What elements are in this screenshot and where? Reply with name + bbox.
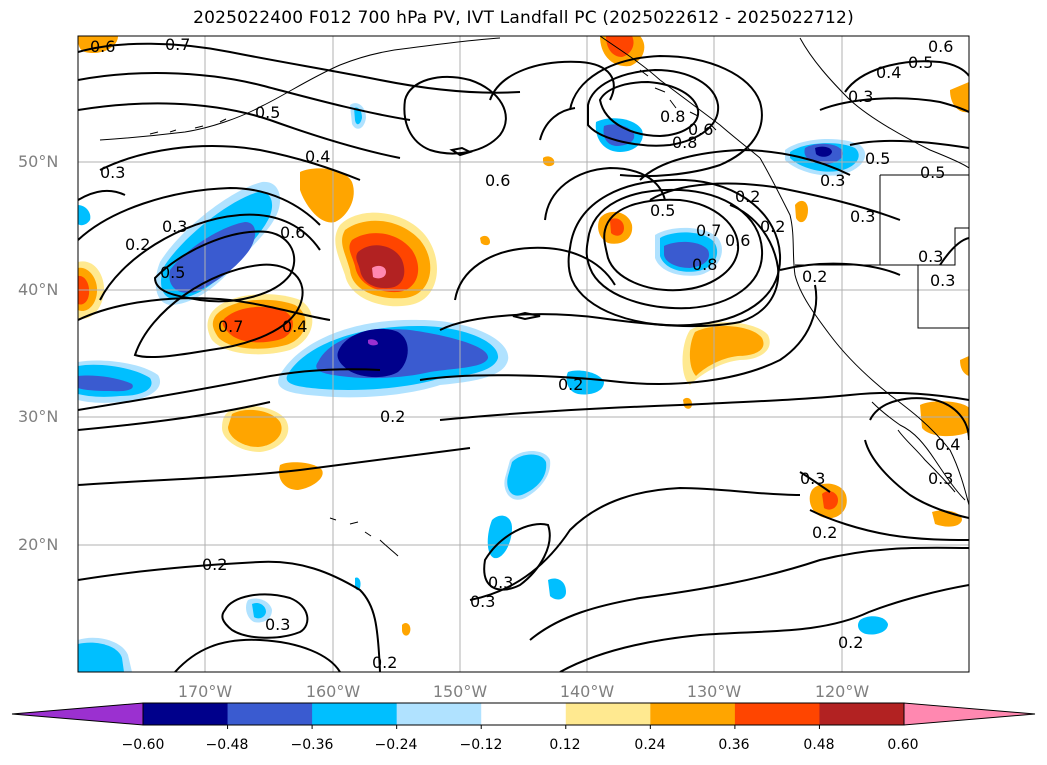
contour-label: 0.4 <box>876 63 901 82</box>
contour-label: 0.3 <box>162 217 187 236</box>
contour-label: 0.8 <box>672 133 697 152</box>
colorbar-segment <box>312 703 398 725</box>
contour-label: 0.2 <box>558 375 583 394</box>
contour-label: 0.6 <box>90 37 115 56</box>
contour-label: 0.3 <box>100 163 125 182</box>
contour-label: 0.3 <box>930 271 955 290</box>
contour-label: 0.4 <box>935 435 960 454</box>
lon-label-150w: 150°W <box>432 682 488 701</box>
pv-contours <box>78 42 969 672</box>
colorbar-extend-max <box>903 702 1036 726</box>
colorbar-border <box>142 702 905 726</box>
colorbar-tick-label: 0.60 <box>887 737 919 753</box>
contour-label: 0.2 <box>125 235 150 254</box>
lat-label-20n: 20°N <box>18 535 59 554</box>
contour-label: 0.2 <box>202 555 227 574</box>
contour-label: 0.5 <box>865 149 890 168</box>
contour-label: 0.6 <box>725 231 750 250</box>
contour-label: 0.3 <box>800 469 825 488</box>
contour-label: 0.3 <box>820 171 845 190</box>
map-title: 2025022400 F012 700 hPa PV, IVT Landfall… <box>193 8 854 28</box>
map-background <box>78 36 969 672</box>
colorbar-segment <box>650 703 736 725</box>
contour-label: 0.5 <box>908 53 933 72</box>
contour-label: 0.5 <box>920 163 945 182</box>
map-frame <box>77 35 970 673</box>
lon-label-170w: 170°W <box>177 682 233 701</box>
contour-label: 0.3 <box>265 615 290 634</box>
colorbar-segment <box>227 703 313 725</box>
colorbar-tick-label: −0.36 <box>290 737 334 753</box>
colorbar-tick-label: −0.48 <box>205 737 249 753</box>
negative-anomaly-fills <box>78 103 888 672</box>
contour-label: 0.8 <box>660 107 685 126</box>
coastlines <box>99 36 969 557</box>
contour-label: 0.6 <box>688 120 713 139</box>
contour-label: 0.2 <box>372 653 397 672</box>
colorbar <box>11 702 1036 729</box>
contour-label: 0.2 <box>380 407 405 426</box>
contour-label: 0.4 <box>282 317 307 336</box>
contour-label: 0.2 <box>760 217 785 236</box>
contour-label: 0.6 <box>485 171 510 190</box>
contour-label: 0.3 <box>488 573 513 592</box>
colorbar-segment <box>143 703 229 725</box>
colorbar-extend-min <box>11 702 144 726</box>
contour-label: 0.2 <box>838 633 863 652</box>
colorbar-tick-label: 0.48 <box>803 737 835 753</box>
contour-label: 0.8 <box>692 255 717 274</box>
colorbar-segment <box>819 703 905 725</box>
contour-label: 0.6 <box>928 37 953 56</box>
contour-label: 0.5 <box>160 263 185 282</box>
colorbar-segment <box>481 703 567 725</box>
lat-label-50n: 50°N <box>18 152 59 171</box>
colorbar-segment <box>396 703 482 725</box>
contour-label: 0.7 <box>165 35 190 54</box>
lat-label-30n: 30°N <box>18 407 59 426</box>
contour-label: 0.3 <box>928 469 953 488</box>
colorbar-tick-label: −0.24 <box>374 737 418 753</box>
contour-label: 0.3 <box>918 247 943 266</box>
colorbar-tick-label: 0.12 <box>549 737 581 753</box>
contour-label: 0.5 <box>650 201 675 220</box>
colorbar-tick-label: 0.36 <box>718 737 750 753</box>
contour-label-group: 0.6 0.7 0.5 0.4 0.3 0.2 0.6 0.5 0.3 0.2 … <box>90 35 960 672</box>
contour-label: 0.3 <box>470 592 495 611</box>
contour-label: 0.4 <box>305 147 330 166</box>
colorbar-tick-label: 0.24 <box>634 737 666 753</box>
contour-label: 0.6 <box>280 223 305 242</box>
colorbar-tick-label: −0.60 <box>121 737 165 753</box>
lon-label-120w: 120°W <box>814 682 870 701</box>
contour-label: 0.3 <box>848 87 873 106</box>
lon-label-160w: 160°W <box>305 682 361 701</box>
contour-label: 0.2 <box>802 267 827 286</box>
contour-label: 0.3 <box>850 207 875 226</box>
contour-label: 0.7 <box>696 221 721 240</box>
contour-label: 0.2 <box>812 523 837 542</box>
colorbar-segment <box>565 703 651 725</box>
lat-label-40n: 40°N <box>18 280 59 299</box>
colorbar-segment <box>734 703 820 725</box>
contour-label: 0.7 <box>218 317 243 336</box>
colorbar-tick-label: −0.12 <box>459 737 503 753</box>
contour-label: 0.5 <box>255 103 280 122</box>
lon-label-140w: 140°W <box>559 682 615 701</box>
lon-label-130w: 130°W <box>686 682 742 701</box>
contour-label: 0.2 <box>735 187 760 206</box>
positive-anomaly-fills <box>78 36 969 636</box>
